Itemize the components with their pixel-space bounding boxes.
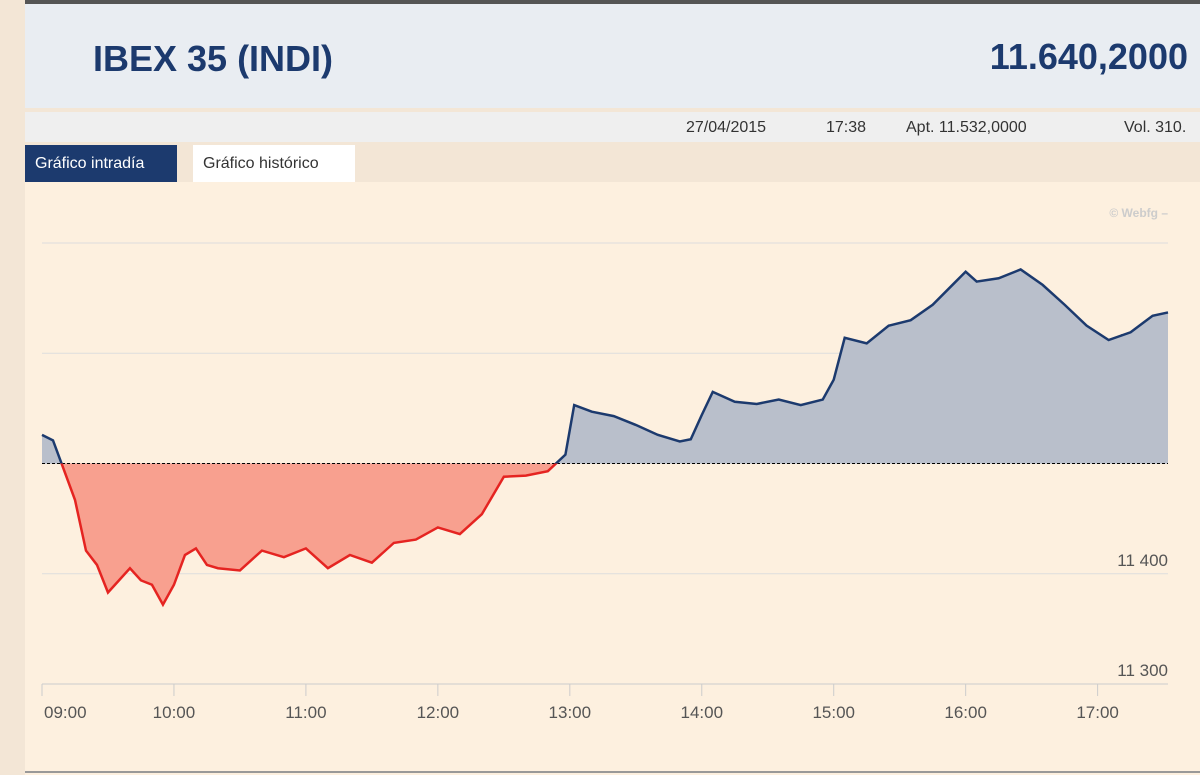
x-tick-label: 15:00: [812, 703, 855, 722]
price-area: [42, 269, 1168, 605]
x-tick-label: 16:00: [944, 703, 987, 722]
x-tick-label: 09:00: [44, 703, 87, 722]
y-tick-label: 11 300: [1117, 661, 1168, 680]
date: 27/04/2015: [686, 119, 767, 136]
y-tick-label: 11 400: [1117, 551, 1168, 570]
index-title: IBEX 35 (INDI): [93, 38, 334, 79]
tab-intraday[interactable]: Gráfico intradía: [25, 145, 177, 182]
x-tick-label: 13:00: [549, 703, 592, 722]
top-bar: [25, 0, 1200, 4]
open-price: Apt. 11.532,0000: [906, 119, 1027, 136]
tab-historic[interactable]: Gráfico histórico: [193, 145, 355, 182]
x-tick-label: 14:00: [680, 703, 723, 722]
header: IBEX 35 (INDI) 11.640,2000: [25, 4, 1200, 108]
tabs: Gráfico intradía Gráfico histórico: [25, 142, 1200, 182]
x-tick-label: 12:00: [417, 703, 460, 722]
volume: Vol. 310.: [1124, 119, 1187, 136]
time: 17:38: [826, 119, 867, 136]
x-tick-label: 17:00: [1076, 703, 1119, 722]
x-tick-label: 10:00: [153, 703, 196, 722]
index-value: 11.640,2000: [989, 36, 1188, 77]
price-line: [41, 268, 1169, 608]
x-tick-label: 11:00: [285, 703, 326, 722]
watermark: © Webfg –: [1109, 206, 1168, 220]
info-row: 27/04/2015 17:38 Apt. 11.532,0000 Vol. 3…: [25, 112, 1200, 142]
